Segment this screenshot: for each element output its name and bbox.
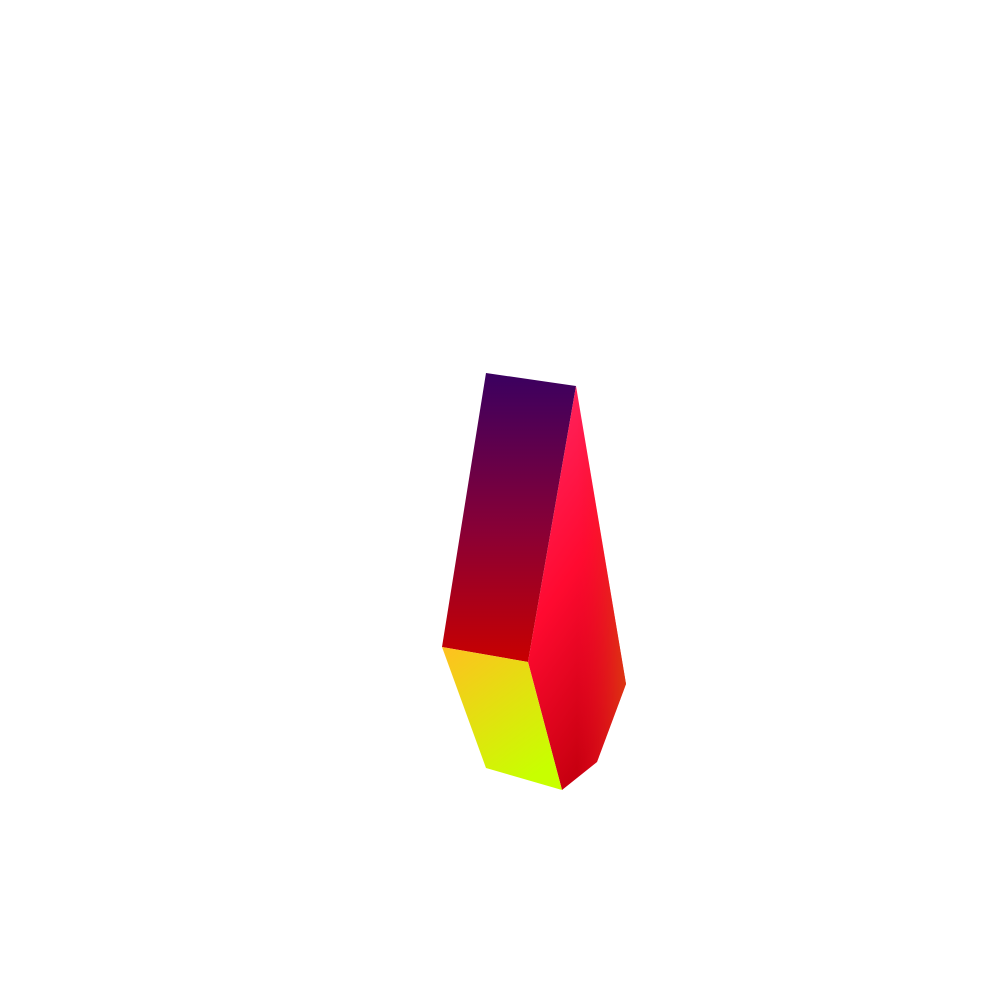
polyhedron-render	[0, 0, 1000, 1000]
render-canvas	[0, 0, 1000, 1000]
